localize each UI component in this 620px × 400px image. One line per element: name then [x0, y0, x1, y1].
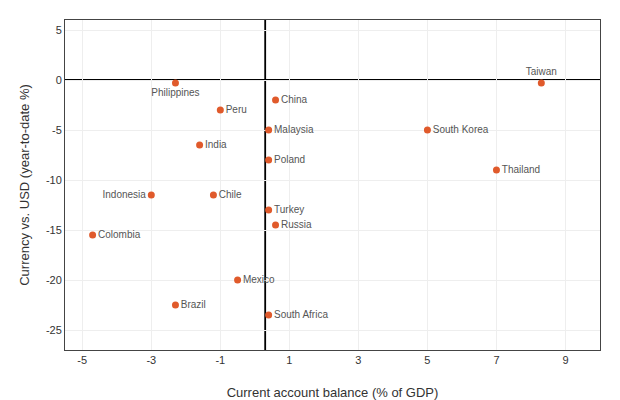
svg-text:Taiwan: Taiwan [526, 66, 557, 77]
svg-text:Russia: Russia [281, 219, 312, 230]
svg-text:China: China [281, 94, 308, 105]
svg-text:3: 3 [355, 354, 361, 366]
svg-text:Colombia: Colombia [98, 229, 141, 240]
svg-text:-20: -20 [46, 274, 62, 286]
svg-text:South Korea: South Korea [433, 124, 489, 135]
svg-text:Indonesia: Indonesia [103, 189, 147, 200]
svg-text:7: 7 [493, 354, 499, 366]
svg-text:Current account balance (% of: Current account balance (% of GDP) [227, 385, 439, 400]
svg-text:5: 5 [424, 354, 430, 366]
svg-text:India: India [205, 139, 227, 150]
svg-text:-3: -3 [146, 354, 156, 366]
svg-text:Thailand: Thailand [502, 164, 540, 175]
svg-text:Peru: Peru [226, 104, 247, 115]
svg-text:5: 5 [56, 24, 62, 36]
svg-text:Malaysia: Malaysia [274, 124, 314, 135]
svg-text:-15: -15 [46, 224, 62, 236]
svg-text:South Africa: South Africa [274, 309, 328, 320]
svg-text:-10: -10 [46, 174, 62, 186]
svg-text:0: 0 [56, 74, 62, 86]
svg-text:Philippines: Philippines [151, 87, 199, 98]
svg-text:-5: -5 [52, 124, 62, 136]
svg-text:Turkey: Turkey [274, 204, 304, 215]
svg-text:Poland: Poland [274, 154, 305, 165]
svg-text:9: 9 [562, 354, 568, 366]
svg-text:-25: -25 [46, 324, 62, 336]
svg-text:Brazil: Brazil [181, 299, 206, 310]
svg-text:Mexico: Mexico [243, 274, 275, 285]
svg-text:1: 1 [286, 354, 292, 366]
svg-text:-5: -5 [77, 354, 87, 366]
svg-text:Chile: Chile [219, 189, 242, 200]
svg-text:-1: -1 [215, 354, 225, 366]
svg-text:Currency vs. USD (year-to-date: Currency vs. USD (year-to-date %) [17, 84, 32, 286]
